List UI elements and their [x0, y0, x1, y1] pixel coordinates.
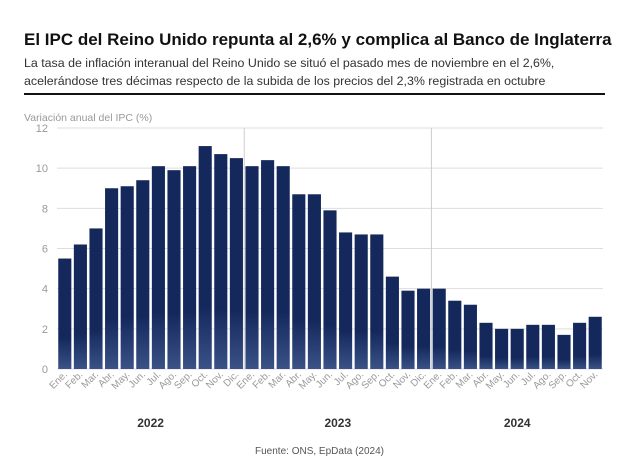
bar [339, 232, 353, 369]
bar [573, 322, 587, 369]
bar [229, 158, 243, 369]
y-tick-label: 0 [42, 364, 48, 376]
y-tick-label: 10 [36, 163, 48, 175]
header-divider [24, 93, 605, 95]
bar [276, 166, 290, 369]
bar [463, 304, 477, 369]
bar [541, 324, 555, 369]
bar [510, 328, 524, 369]
y-tick-label: 12 [36, 123, 48, 135]
year-label: 2022 [137, 416, 164, 430]
bar [479, 322, 493, 369]
bar [385, 276, 399, 369]
bar [105, 188, 119, 369]
bar [89, 228, 103, 369]
y-tick-label: 6 [42, 244, 48, 256]
bar [588, 316, 602, 369]
bar [261, 160, 275, 369]
bar [136, 180, 150, 369]
bar [73, 244, 87, 369]
bar [354, 234, 368, 369]
bar [557, 334, 571, 369]
bar [401, 290, 415, 369]
bar [448, 300, 462, 369]
bar [417, 288, 431, 369]
bar [183, 166, 197, 369]
y-tick-label: 2 [42, 324, 48, 336]
year-separators [243, 128, 432, 369]
year-label: 2024 [504, 416, 531, 430]
chart-subtitle: La tasa de inflación interanual del Rein… [24, 56, 555, 88]
bar [198, 146, 212, 369]
bar [58, 258, 72, 369]
x-tick-label: Nov. [579, 369, 601, 391]
year-labels: 2022 2023 2024 [137, 416, 531, 430]
year-label: 2023 [324, 416, 351, 430]
bar [526, 324, 540, 369]
bars [58, 146, 602, 369]
bar [323, 210, 337, 369]
source-note: Fuente: ONS, EpData (2024) [255, 446, 384, 457]
bar [151, 166, 165, 369]
y-tick-label: 4 [42, 284, 48, 296]
bar [245, 166, 259, 369]
y-axis-label: Variación anual del IPC (%) [24, 112, 152, 124]
bar [307, 194, 321, 369]
bar [214, 154, 228, 369]
x-axis-ticks: Ene.Feb.Mar.Abr.May.Jun.Jul.Ago.Sep.Oct.… [48, 369, 601, 392]
bar [370, 234, 384, 369]
bar [495, 328, 509, 369]
bar [292, 194, 306, 369]
chart-title: El IPC del Reino Unido repunta al 2,6% y… [24, 30, 612, 49]
bar [432, 288, 446, 369]
y-tick-label: 8 [42, 203, 48, 215]
y-axis-ticks: 0 2 4 6 8 10 12 [36, 123, 48, 376]
bar [167, 170, 181, 369]
bar [120, 186, 134, 369]
